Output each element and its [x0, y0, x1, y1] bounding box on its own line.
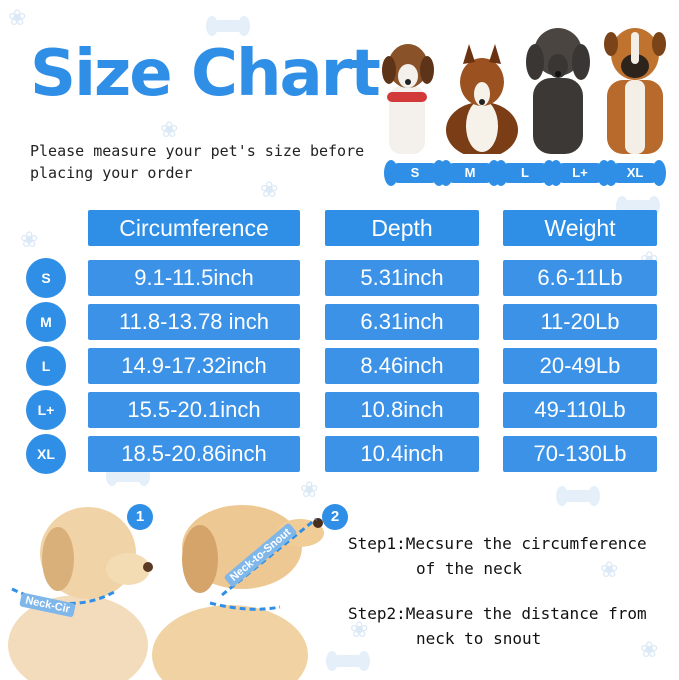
- size-label-s: S: [26, 258, 66, 298]
- size-tag-lplus: L+: [549, 160, 611, 186]
- poodle-image: [526, 28, 590, 154]
- paw-icon: ❀: [160, 118, 179, 143]
- depth-l: 8.46inch: [325, 348, 479, 384]
- size-label-l: L: [26, 346, 66, 386]
- step2-line1: Measure the distance from: [405, 604, 647, 623]
- step2-label: Step2:: [348, 604, 406, 623]
- collie-image: [446, 44, 518, 154]
- header-depth: Depth: [325, 210, 479, 246]
- weight-l: 20-49Lb: [503, 348, 657, 384]
- measure-snout-illustration: [152, 505, 324, 680]
- step2-text: Step2:Measure the distance from neck to …: [348, 601, 668, 651]
- depth-lplus: 10.8inch: [325, 392, 479, 428]
- circumference-lplus: 15.5-20.1inch: [88, 392, 300, 428]
- depth-m: 6.31inch: [325, 304, 479, 340]
- size-tag-m: M: [439, 160, 501, 186]
- step1-line1: Mecsure the circumference: [405, 534, 647, 553]
- bone-icon: [206, 16, 250, 36]
- dog-photos: [375, 18, 675, 154]
- size-label-m: M: [26, 302, 66, 342]
- paw-icon: ❀: [640, 638, 659, 663]
- step1-label: Step1:: [348, 534, 406, 553]
- page-title: Size Chart: [30, 37, 381, 111]
- size-label-xl: XL: [26, 434, 66, 474]
- step-number-2: 2: [322, 504, 348, 530]
- depth-xl: 10.4inch: [325, 436, 479, 472]
- subtitle: Please measure your pet's size before pl…: [30, 142, 365, 182]
- step1-text: Step1:Mecsure the circumference of the n…: [348, 531, 668, 581]
- size-label-lplus: L+: [26, 390, 66, 430]
- weight-s: 6.6-11Lb: [503, 260, 657, 296]
- beagle-image: [382, 44, 434, 154]
- bone-icon: [556, 486, 600, 506]
- circumference-l: 14.9-17.32inch: [88, 348, 300, 384]
- size-tag-s: S: [384, 160, 446, 186]
- size-tag-l: L: [494, 160, 556, 186]
- paw-icon: ❀: [300, 478, 319, 503]
- weight-xl: 70-130Lb: [503, 436, 657, 472]
- paw-icon: ❀: [8, 6, 27, 31]
- weight-m: 11-20Lb: [503, 304, 657, 340]
- weight-lplus: 49-110Lb: [503, 392, 657, 428]
- step2-line2: neck to snout: [416, 629, 542, 648]
- size-tag-xl: XL: [604, 160, 666, 186]
- paw-icon: ❀: [600, 558, 619, 583]
- circumference-xl: 18.5-20.86inch: [88, 436, 300, 472]
- paw-icon: ❀: [260, 178, 279, 203]
- step-number-1: 1: [127, 504, 153, 530]
- depth-s: 5.31inch: [325, 260, 479, 296]
- paw-icon: ❀: [350, 618, 369, 643]
- boxer-image: [604, 28, 666, 154]
- header-weight: Weight: [503, 210, 657, 246]
- bone-icon: [326, 651, 370, 671]
- circumference-m: 11.8-13.78 inch: [88, 304, 300, 340]
- header-circumference: Circumference: [88, 210, 300, 246]
- circumference-s: 9.1-11.5inch: [88, 260, 300, 296]
- paw-icon: ❀: [20, 228, 39, 253]
- step1-line2: of the neck: [416, 559, 522, 578]
